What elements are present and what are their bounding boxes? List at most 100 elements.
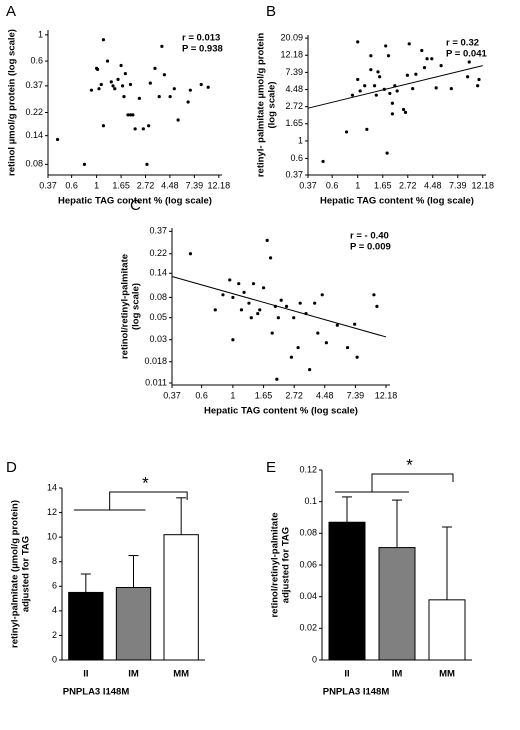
x-tick-label: II	[83, 669, 88, 680]
x-axis-label: PNPLA3 I148M	[323, 687, 390, 698]
point	[265, 238, 269, 243]
point	[119, 63, 123, 68]
point	[316, 331, 320, 335]
point	[374, 93, 378, 97]
point	[101, 38, 106, 42]
point	[172, 87, 176, 91]
point	[313, 301, 317, 305]
point	[430, 57, 434, 61]
x-axis-label: Hepatic TAG content % (log scale)	[58, 196, 212, 207]
y-tick-label: 4.48	[285, 84, 303, 94]
x-axis-label: Hepatic TAG content % (log scale)	[204, 406, 358, 417]
y-tick-label: 8	[52, 556, 57, 566]
y-tick-label: 0.22	[149, 248, 167, 258]
y-tick-label: 2	[52, 630, 57, 640]
y-axis-label: (log scale)	[131, 283, 142, 330]
y-tick-label: 12	[47, 507, 57, 517]
point	[467, 60, 471, 64]
point	[335, 323, 339, 327]
y-tick-label: 0.37	[149, 226, 167, 236]
point	[213, 308, 217, 312]
y-tick-label: 0	[312, 654, 317, 664]
point	[162, 73, 166, 77]
panel-label: A	[6, 3, 16, 20]
point	[369, 54, 373, 58]
point	[123, 71, 127, 76]
point	[82, 162, 87, 166]
point	[239, 308, 244, 312]
x-tick-label: 12.18	[375, 390, 398, 400]
bar	[163, 534, 199, 661]
fit-line	[171, 275, 387, 338]
annotation: r = 0.32	[446, 38, 479, 49]
x-tick-label: 4.48	[424, 180, 442, 190]
panel-label: B	[266, 3, 276, 20]
point	[153, 66, 157, 71]
point	[420, 48, 424, 53]
point	[425, 57, 429, 61]
x-tick-label: 7.39	[347, 390, 365, 400]
point	[284, 304, 289, 308]
y-axis-label: adjusted for TAG	[21, 536, 32, 612]
point	[353, 322, 357, 326]
bar	[115, 587, 152, 661]
significance-bracket	[335, 473, 454, 493]
point	[384, 44, 388, 48]
x-tick-label: 1	[355, 180, 360, 190]
y-axis-label: retinyl-palmitate (µmol/g protein)	[10, 500, 21, 648]
y-tick-label: 0.1	[304, 496, 317, 506]
x-tick-label: 1.65	[374, 180, 392, 190]
point	[228, 278, 232, 282]
point	[131, 113, 135, 117]
point	[231, 295, 235, 300]
y-tick-label: 0.05	[149, 312, 167, 322]
point	[279, 298, 283, 302]
point	[176, 118, 180, 122]
point	[358, 89, 362, 93]
annotation: P = 0.938	[182, 44, 223, 55]
point	[308, 368, 312, 372]
point	[199, 82, 203, 87]
y-tick-label: 1	[298, 135, 303, 145]
x-tick-label: 7.39	[449, 180, 467, 190]
y-tick-label: 6	[52, 581, 57, 591]
y-tick-label: 0.011	[145, 377, 167, 387]
point	[298, 301, 302, 305]
point	[116, 77, 120, 81]
y-tick-label: 0.6	[30, 55, 43, 65]
y-tick-label: 1	[38, 29, 43, 39]
x-tick-label: 12.18	[471, 180, 494, 190]
point	[186, 100, 190, 104]
y-axis-label: retinyl- palmitate µmol/g protein	[256, 33, 267, 177]
point	[113, 87, 117, 91]
point	[148, 81, 152, 85]
point	[350, 93, 355, 97]
panel-label: D	[6, 459, 17, 476]
point	[95, 67, 100, 72]
y-axis-label: retinol µmol/g protein (log scale)	[7, 29, 18, 176]
point	[375, 304, 379, 308]
point	[101, 124, 106, 128]
bar	[378, 547, 416, 661]
y-axis-label: (log scale)	[267, 82, 278, 129]
y-tick-label: 0.08	[149, 292, 167, 302]
point	[476, 84, 480, 88]
bar	[428, 599, 466, 661]
point	[355, 355, 359, 359]
point	[122, 95, 126, 99]
x-tick-label: 4.48	[161, 180, 179, 190]
point	[188, 252, 193, 256]
y-axis-label: retinol/retinyl-palmitate	[270, 512, 281, 617]
x-tick-label: 0.6	[326, 180, 339, 190]
point	[369, 68, 373, 72]
y-tick-label: 0.37	[25, 80, 43, 90]
point	[296, 345, 300, 350]
x-tick-label: 4.48	[316, 390, 334, 400]
point	[449, 87, 453, 91]
bar	[68, 591, 104, 661]
point	[390, 101, 394, 105]
point	[137, 96, 142, 100]
point	[188, 88, 192, 92]
x-tick-label: 0.6	[195, 390, 208, 400]
y-tick-label: 0.37	[285, 169, 303, 179]
